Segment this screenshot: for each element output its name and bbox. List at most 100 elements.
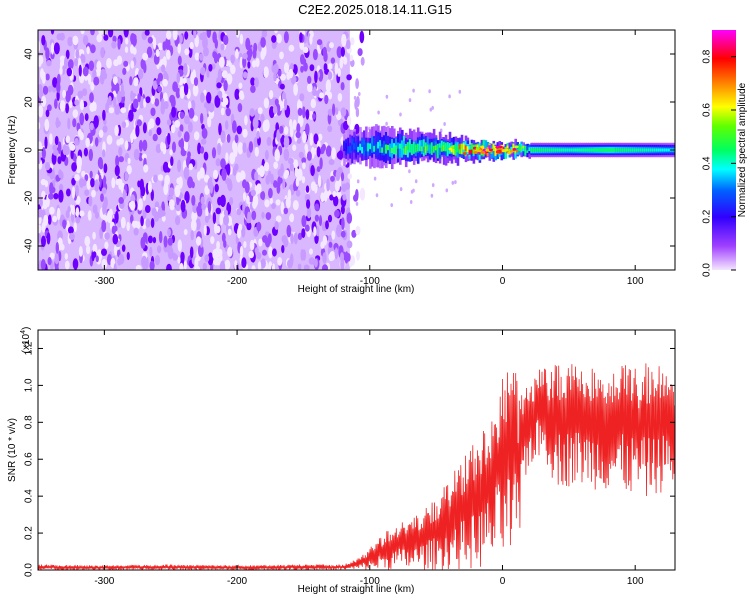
noise-blob — [219, 194, 226, 208]
noise-blob — [156, 77, 160, 86]
noise-blob — [204, 215, 209, 224]
noise-blob — [220, 130, 226, 143]
noise-blob — [333, 195, 339, 207]
noise-blob — [89, 92, 94, 103]
noise-blob — [340, 82, 345, 91]
noise-blob — [183, 131, 190, 143]
noise-blob — [147, 36, 153, 44]
band-cell — [383, 145, 386, 153]
stray-point — [412, 88, 415, 93]
band-cell — [365, 142, 368, 152]
noise-blob — [302, 46, 309, 54]
noise-blob — [312, 113, 316, 120]
noise-blob — [329, 194, 334, 201]
noise-blob — [72, 35, 79, 46]
noise-blob — [142, 122, 147, 134]
noise-blob — [145, 218, 151, 228]
noise-blob — [211, 147, 217, 159]
noise-blob — [194, 257, 199, 270]
noise-blob — [262, 249, 267, 256]
band-peak — [480, 150, 485, 154]
noise-blob — [337, 93, 343, 102]
noise-blob — [170, 156, 174, 167]
band-cell — [389, 145, 392, 154]
x-tick-label: 0 — [500, 276, 506, 287]
noise-blob — [357, 48, 363, 57]
noise-blob — [62, 65, 66, 75]
noise-blob — [72, 258, 79, 270]
noise-blob — [293, 83, 298, 96]
noise-blob — [197, 201, 202, 210]
noise-blob — [217, 68, 222, 82]
noise-blob — [202, 262, 207, 270]
noise-blob — [250, 85, 256, 93]
noise-blob — [163, 101, 169, 110]
noise-blob — [38, 84, 43, 91]
band-cell — [397, 142, 400, 149]
band-cell — [426, 144, 430, 151]
noise-blob — [346, 212, 353, 224]
noise-blob — [293, 232, 298, 245]
noise-blob — [232, 140, 238, 152]
band-cell — [558, 148, 561, 152]
noise-blob — [301, 157, 307, 164]
noise-blob — [113, 59, 119, 67]
noise-blob — [45, 73, 50, 81]
noise-blob — [111, 225, 116, 235]
band-cell — [657, 148, 661, 152]
stray-point — [355, 201, 359, 206]
x-tick-label: -300 — [94, 276, 114, 287]
noise-blob — [260, 37, 266, 48]
noise-blob — [130, 132, 134, 144]
noise-blob — [257, 261, 262, 270]
band-cell — [456, 145, 460, 152]
noise-blob — [246, 195, 250, 205]
noise-blob — [174, 120, 181, 128]
noise-blob — [302, 249, 307, 261]
noise-blob — [180, 199, 186, 213]
noise-blob — [254, 171, 259, 182]
noise-blob — [43, 214, 49, 227]
noise-blob — [54, 98, 58, 109]
noise-blob — [221, 168, 227, 181]
noise-blob — [236, 208, 242, 216]
noise-blob — [360, 56, 365, 66]
noise-blob — [327, 108, 333, 116]
band-cell — [550, 148, 553, 152]
noise-blob — [84, 113, 89, 122]
noise-blob — [147, 235, 153, 244]
noise-blob — [62, 219, 67, 229]
noise-blob — [177, 159, 182, 173]
noise-blob — [54, 252, 59, 265]
stray-point — [458, 89, 462, 94]
noise-blob — [47, 257, 52, 266]
noise-blob — [193, 131, 200, 141]
noise-blob — [284, 97, 288, 111]
noise-blob — [254, 77, 259, 88]
noise-blob — [346, 74, 352, 81]
noise-blob — [268, 90, 274, 100]
noise-blob — [126, 221, 130, 232]
band-cell — [540, 148, 543, 152]
noise-blob — [274, 30, 278, 34]
noise-blob — [283, 62, 290, 74]
band-cell — [548, 148, 551, 152]
band-cell — [526, 145, 529, 153]
stray-point — [443, 122, 446, 126]
band-cell — [492, 147, 496, 151]
band-cell — [556, 148, 559, 152]
noise-blob — [54, 265, 59, 270]
noise-blob — [306, 83, 313, 93]
band-peak — [473, 151, 478, 155]
stray-point — [412, 188, 415, 193]
noise-blob — [58, 189, 64, 203]
noise-blob — [179, 262, 184, 270]
noise-blob — [287, 259, 293, 269]
noise-blob — [271, 35, 277, 43]
y-tick-label: 0.0 — [24, 563, 35, 577]
noise-blob — [161, 64, 166, 73]
noise-blob — [346, 240, 353, 249]
noise-blob — [57, 156, 62, 165]
noise-blob — [179, 124, 184, 133]
y-tick-label: 1.0 — [24, 378, 35, 392]
